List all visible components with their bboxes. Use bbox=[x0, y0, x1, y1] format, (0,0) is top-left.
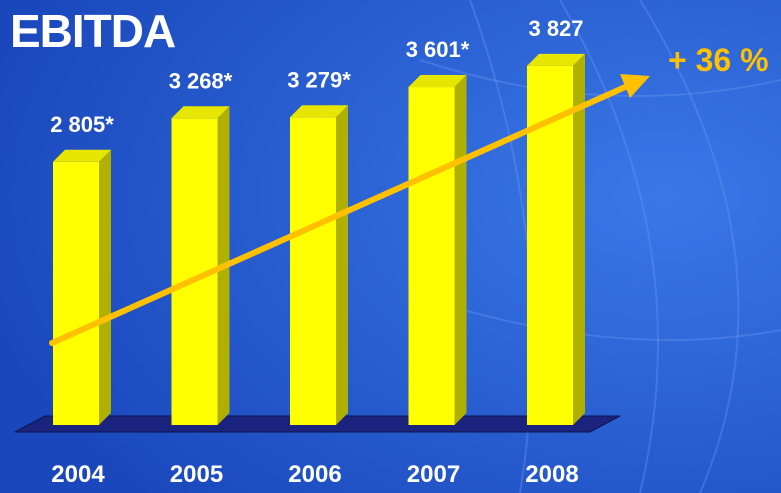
bar-side-face bbox=[99, 149, 111, 425]
bar-front-face bbox=[290, 117, 336, 425]
x-tick-label-2005: 2005 bbox=[170, 461, 223, 488]
bar-top-face bbox=[171, 106, 230, 119]
value-label-2004: 2 805* bbox=[50, 112, 114, 137]
bar-top-face bbox=[408, 75, 467, 88]
value-label-2007: 3 601* bbox=[406, 37, 470, 62]
x-tick-label-2006: 2006 bbox=[288, 461, 341, 488]
bar-side-face bbox=[454, 75, 467, 425]
bar-side-face bbox=[573, 53, 585, 425]
bar-top-face bbox=[53, 149, 111, 162]
bar-top-face bbox=[527, 53, 585, 66]
x-tick-label-2007: 2007 bbox=[407, 461, 460, 488]
bar-top-face bbox=[290, 105, 348, 118]
chart-title: EBITDA bbox=[10, 5, 176, 57]
x-tick-label-2004: 2004 bbox=[51, 461, 105, 488]
value-label-2006: 3 279* bbox=[287, 67, 351, 92]
trend-arrow-line bbox=[49, 81, 635, 346]
growth-annotation: + 36 % bbox=[668, 42, 769, 78]
trend-arrow-head bbox=[620, 74, 650, 98]
value-label-2008: 3 827 bbox=[528, 16, 583, 41]
x-tick-label-2008: 2008 bbox=[525, 461, 578, 488]
bar-2007 bbox=[408, 75, 467, 425]
bar-side-face bbox=[336, 105, 348, 425]
bar-front-face bbox=[408, 87, 455, 425]
bar-2006 bbox=[290, 105, 348, 425]
bar-2004 bbox=[53, 149, 111, 425]
value-label-2005: 3 268* bbox=[169, 68, 233, 93]
bar-front-face bbox=[53, 161, 99, 425]
